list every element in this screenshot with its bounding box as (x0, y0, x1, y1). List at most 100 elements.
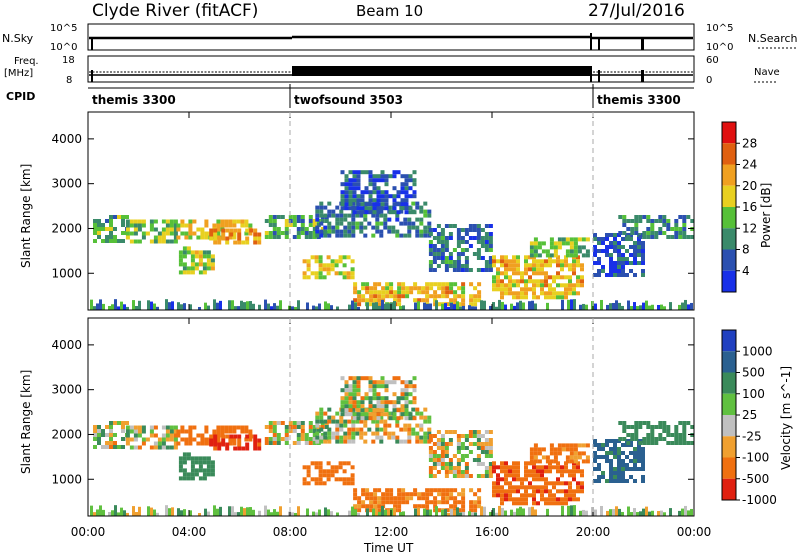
power-cell (327, 229, 332, 234)
velocity-cell (678, 421, 683, 425)
power-cell (249, 301, 252, 310)
power-cell (308, 231, 313, 235)
velocity-cell (520, 497, 524, 502)
y-tick-label: 3000 (51, 177, 82, 191)
velocity-cell (504, 481, 508, 486)
velocity-cell (407, 427, 412, 432)
power-cell (440, 236, 445, 240)
velocity-cell (379, 415, 384, 420)
velocity-cell (334, 465, 339, 470)
velocity-cell (101, 433, 105, 437)
velocity-cell (524, 461, 528, 466)
velocity-cell (560, 501, 564, 506)
power-cell (396, 210, 401, 215)
velocity-cell (323, 419, 328, 424)
velocity-cell (496, 489, 500, 494)
power-cell (257, 236, 262, 241)
power-cell (315, 205, 320, 210)
velocity-cell (348, 384, 353, 389)
power-cell (597, 249, 601, 253)
power-cell (178, 270, 183, 275)
velocity-cell (229, 438, 234, 443)
velocity-cell (245, 434, 250, 439)
velocity-cell (568, 485, 572, 490)
velocity-cell (361, 492, 366, 497)
power-cell (453, 304, 456, 310)
power-cell (561, 299, 564, 310)
velocity-cell (353, 504, 358, 509)
velocity-cell (548, 497, 552, 502)
power-cell (580, 279, 584, 284)
power-cell (387, 205, 392, 210)
velocity-cell (97, 441, 101, 445)
power-cell (488, 244, 493, 248)
velocity-cell (308, 437, 313, 441)
power-cell (232, 219, 237, 224)
velocity-cell (606, 510, 609, 516)
velocity-cell (121, 437, 125, 441)
velocity-cell (520, 485, 524, 490)
velocity-cell (371, 439, 376, 444)
velocity-cell (288, 421, 293, 425)
velocity-cell (477, 488, 482, 493)
velocity-cell (335, 419, 340, 424)
velocity-cell (192, 437, 197, 442)
velocity-cell (327, 427, 332, 432)
velocity-cell (161, 433, 166, 438)
velocity-cell (97, 437, 101, 441)
velocity-cell (169, 433, 174, 438)
velocity-cell (532, 465, 536, 470)
velocity-cell (464, 466, 469, 470)
velocity-cell (228, 506, 231, 516)
velocity-cell (366, 508, 369, 516)
velocity-cell (576, 497, 580, 502)
power-cell (556, 263, 560, 268)
power-cell (192, 219, 197, 224)
power-cell (569, 237, 574, 242)
velocity-cell (388, 400, 393, 405)
velocity-cell (348, 376, 353, 381)
power-cell (284, 219, 289, 223)
colorbar-tick-label: -500 (742, 472, 769, 486)
power-cell (384, 303, 387, 310)
power-cell (352, 206, 357, 211)
velocity-cell (351, 431, 356, 436)
velocity-cell (395, 419, 400, 424)
velocity-cell (605, 443, 609, 447)
power-cell (415, 229, 420, 234)
velocity-cell (194, 468, 199, 473)
velocity-cell (411, 431, 416, 436)
power-cell (634, 215, 639, 219)
velocity-cell (216, 437, 221, 442)
power-cell (133, 219, 138, 224)
power-cell (377, 302, 382, 307)
power-cell (400, 202, 405, 207)
power-cell (369, 294, 374, 299)
velocity-cell (473, 504, 478, 509)
velocity-cell (322, 473, 327, 478)
power-cell (548, 275, 552, 280)
power-cell (577, 245, 582, 250)
velocity-cell (243, 508, 246, 516)
velocity-cell (537, 451, 542, 456)
velocity-cell (288, 425, 293, 429)
velocity-cell (488, 462, 493, 466)
power-cell (180, 219, 185, 224)
velocity-cell (456, 462, 461, 466)
velocity-cell (196, 433, 201, 438)
power-cell (468, 244, 473, 248)
power-cell (257, 240, 262, 245)
power-cell (492, 255, 496, 260)
power-cell (221, 236, 226, 241)
power-cell (272, 231, 277, 235)
power-cell (173, 219, 178, 224)
velocity-cell (372, 380, 377, 385)
power-cell (540, 287, 544, 292)
power-cell (344, 182, 349, 187)
power-cell (369, 298, 374, 303)
power-cell (393, 294, 398, 299)
velocity-cell (182, 460, 187, 465)
power-cell (541, 241, 546, 246)
velocity-cell (484, 474, 489, 478)
velocity-cell (376, 416, 381, 421)
